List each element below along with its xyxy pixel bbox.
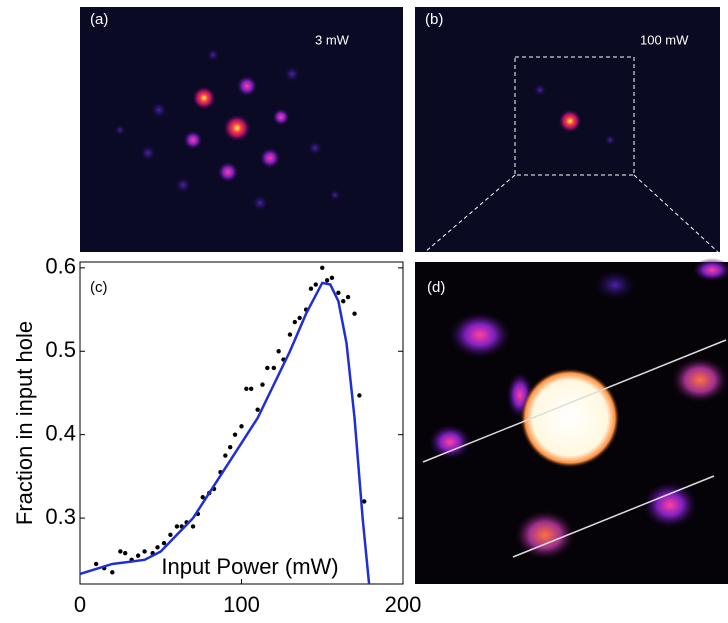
data-point bbox=[287, 332, 293, 337]
data-point bbox=[248, 386, 254, 391]
spot bbox=[150, 101, 168, 119]
data-point bbox=[352, 311, 357, 316]
panel-d: (d) bbox=[415, 258, 728, 584]
spot bbox=[114, 124, 126, 136]
data-point bbox=[200, 495, 205, 500]
fit-line bbox=[79, 281, 371, 585]
y-tick-label: 0.5 bbox=[45, 337, 76, 362]
data-point bbox=[271, 365, 276, 371]
x-tick-label: 0 bbox=[74, 592, 86, 617]
data-point bbox=[161, 540, 167, 546]
panel-label: (d) bbox=[427, 279, 445, 296]
spot bbox=[217, 161, 239, 183]
spot bbox=[283, 65, 301, 83]
data-point bbox=[239, 424, 244, 429]
x-tick-label: 200 bbox=[385, 592, 422, 617]
spot bbox=[192, 86, 216, 110]
data-point bbox=[313, 282, 318, 287]
y-tick-label: 0.3 bbox=[45, 504, 76, 529]
data-point bbox=[227, 444, 233, 450]
data-point bbox=[345, 294, 351, 300]
data-point bbox=[168, 532, 173, 537]
x-tick-label: 100 bbox=[223, 592, 260, 617]
panel-label: (c) bbox=[90, 279, 108, 296]
data-point bbox=[320, 265, 325, 271]
y-tick-label: 0.6 bbox=[45, 254, 76, 279]
data-point bbox=[276, 349, 281, 354]
data-point bbox=[244, 386, 249, 391]
data-point bbox=[155, 545, 160, 550]
data-point bbox=[308, 286, 314, 291]
data-point bbox=[135, 553, 141, 558]
y-tick-label: 0.4 bbox=[45, 420, 76, 445]
power-label: 3 mW bbox=[315, 32, 350, 47]
data-point bbox=[93, 561, 99, 567]
data-point bbox=[223, 453, 228, 458]
data-point bbox=[336, 290, 341, 296]
panel-label: (a) bbox=[90, 11, 108, 28]
spot bbox=[223, 114, 251, 142]
data-point bbox=[297, 315, 302, 321]
panel-c: (c) Input Power (mW) Fraction in input h… bbox=[12, 254, 422, 617]
data-point bbox=[324, 278, 330, 283]
x-axis-label: Input Power (mW) bbox=[161, 554, 338, 579]
panel-b: (b) 100 mW bbox=[415, 7, 720, 253]
data-point bbox=[265, 365, 270, 371]
data-point bbox=[357, 393, 362, 398]
spot bbox=[307, 140, 323, 156]
spot bbox=[259, 147, 281, 169]
data-point bbox=[232, 432, 238, 437]
spot bbox=[236, 75, 258, 97]
data-point bbox=[329, 275, 335, 281]
y-axis-label: Fraction in input hole bbox=[12, 321, 37, 525]
data-point bbox=[255, 407, 260, 412]
data-point bbox=[292, 319, 297, 325]
data-point bbox=[362, 499, 367, 504]
data-point bbox=[123, 550, 128, 556]
data-point bbox=[260, 382, 265, 387]
data-point bbox=[341, 299, 346, 304]
panel-a: (a) 3 mW bbox=[80, 7, 403, 252]
power-label: 100 mW bbox=[640, 32, 689, 47]
data-point bbox=[142, 549, 147, 554]
spot bbox=[174, 176, 192, 194]
spot bbox=[183, 130, 203, 150]
spot bbox=[251, 194, 269, 212]
data-point bbox=[110, 570, 115, 575]
data-point bbox=[118, 549, 123, 554]
spot bbox=[272, 108, 290, 126]
data-point bbox=[190, 524, 196, 529]
panel-label: (b) bbox=[425, 11, 443, 28]
spot bbox=[139, 144, 157, 162]
spot bbox=[206, 48, 220, 62]
spot bbox=[329, 189, 341, 201]
data-point bbox=[174, 524, 180, 529]
